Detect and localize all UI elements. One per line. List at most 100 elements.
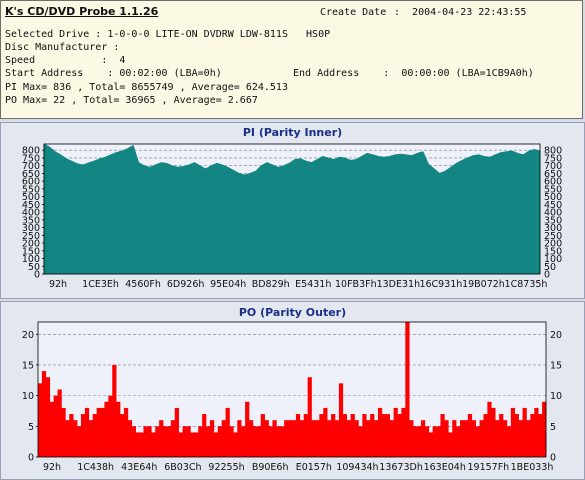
po-bar (206, 426, 211, 457)
po-bar (334, 420, 340, 457)
pi-ytick-left: 550 (22, 184, 40, 195)
po-bar (104, 401, 109, 457)
pi-ytick-right: 300 (544, 223, 562, 234)
po-bar (370, 414, 375, 457)
po-ytick-right: 15 (550, 360, 562, 371)
po-bar (417, 426, 422, 457)
po-bar (209, 420, 215, 457)
speed-line: Speed : 4 (5, 55, 126, 66)
po-bar (190, 432, 195, 457)
pi-ytick-right: 250 (544, 231, 562, 242)
po-bar (530, 414, 535, 457)
pi-ytick-left: 800 (22, 146, 40, 157)
po-bar (307, 377, 312, 457)
po-bar (405, 322, 410, 457)
po-bar (174, 407, 179, 457)
po-bar (131, 426, 136, 457)
po-bar (463, 420, 469, 457)
po-chart-title: PO (Parity Outer) (238, 306, 347, 319)
po-bar (323, 407, 328, 457)
po-bar (163, 426, 168, 457)
po-summary-line: PO Max= 22 , Total= 36965 , Average= 2.6… (5, 95, 258, 106)
po-bar (241, 426, 246, 457)
pi-ytick-right: 0 (544, 270, 550, 281)
po-bar (127, 420, 133, 457)
po-bar (260, 414, 265, 457)
po-xtick: 13673Dh (379, 462, 423, 473)
po-bar (53, 395, 58, 457)
po-bar (139, 432, 144, 457)
po-bar (57, 389, 62, 457)
po-bar (346, 420, 351, 457)
pi-ytick-left: 0 (34, 270, 40, 281)
pi-xtick: BD829h (252, 279, 290, 290)
po-bar (284, 420, 289, 457)
po-xtick: E0157h (296, 462, 332, 473)
pi-ytick-left: 750 (22, 153, 40, 164)
pi-ytick-right: 750 (544, 153, 562, 164)
pi-axes-frame (43, 143, 541, 275)
po-bar (295, 414, 301, 457)
pi-xtick: 1C8735h (505, 279, 548, 290)
po-bar (338, 383, 344, 457)
po-xtick: 1C438h (77, 462, 114, 473)
po-bar (280, 426, 285, 457)
pi-ytick-right: 600 (544, 177, 562, 188)
po-bar (186, 426, 191, 457)
pi-ytick-right: 800 (544, 146, 562, 157)
po-bar (217, 426, 222, 457)
pi-ytick-right: 100 (544, 254, 562, 265)
pi-xtick: 92h (49, 279, 67, 290)
po-bar (229, 426, 234, 457)
pi-ytick-right: 500 (544, 192, 562, 203)
pi-ytick-left: 700 (22, 161, 40, 172)
po-bar (440, 414, 445, 457)
po-xtick: 109434h (336, 462, 378, 473)
po-bar (151, 432, 156, 457)
po-ytick-left: 15 (22, 360, 34, 371)
pi-ytick-left: 200 (22, 239, 40, 250)
po-xtick: 43E64h (121, 462, 157, 473)
po-bar (264, 420, 269, 457)
po-bar (123, 407, 129, 457)
po-ytick-left: 20 (22, 330, 34, 341)
po-xtick: 92255h (208, 462, 244, 473)
pi-ytick-right: 50 (544, 262, 556, 273)
po-ytick-left: 10 (22, 391, 34, 402)
pi-xtick: 13DE31h (377, 279, 421, 290)
po-bar (272, 420, 277, 457)
po-bar (213, 432, 219, 457)
pi-chart-title: PI (Parity Inner) (242, 126, 343, 139)
po-bar (460, 420, 465, 457)
po-bar (514, 414, 519, 457)
po-bar (108, 395, 113, 457)
po-bar (542, 401, 547, 457)
po-bar (526, 420, 531, 457)
po-bar (342, 414, 348, 457)
po-bar (276, 426, 281, 457)
po-bar (397, 414, 402, 457)
po-bar (350, 414, 355, 457)
po-ytick-left: 0 (28, 453, 34, 464)
po-bar (358, 426, 363, 457)
po-bar (256, 426, 262, 457)
disc-manufacturer-line: Disc Manufacturer : (5, 42, 120, 53)
po-bar (92, 414, 97, 457)
po-bar (534, 407, 539, 457)
po-bar (245, 401, 250, 457)
pi-ytick-left: 150 (22, 246, 40, 257)
po-bar (49, 401, 54, 457)
po-bar (100, 407, 105, 457)
po-bar (420, 420, 426, 457)
po-bar (299, 420, 305, 457)
po-bar (96, 407, 101, 457)
po-bar (311, 420, 316, 457)
pi-ytick-left: 400 (22, 208, 40, 219)
po-bar (202, 414, 207, 457)
po-bar (424, 426, 430, 457)
pi-xtick: 1CE3Eh (82, 279, 119, 290)
pi-ytick-right: 550 (544, 184, 562, 195)
po-bar (38, 383, 43, 457)
pi-ytick-right: 650 (544, 169, 562, 180)
